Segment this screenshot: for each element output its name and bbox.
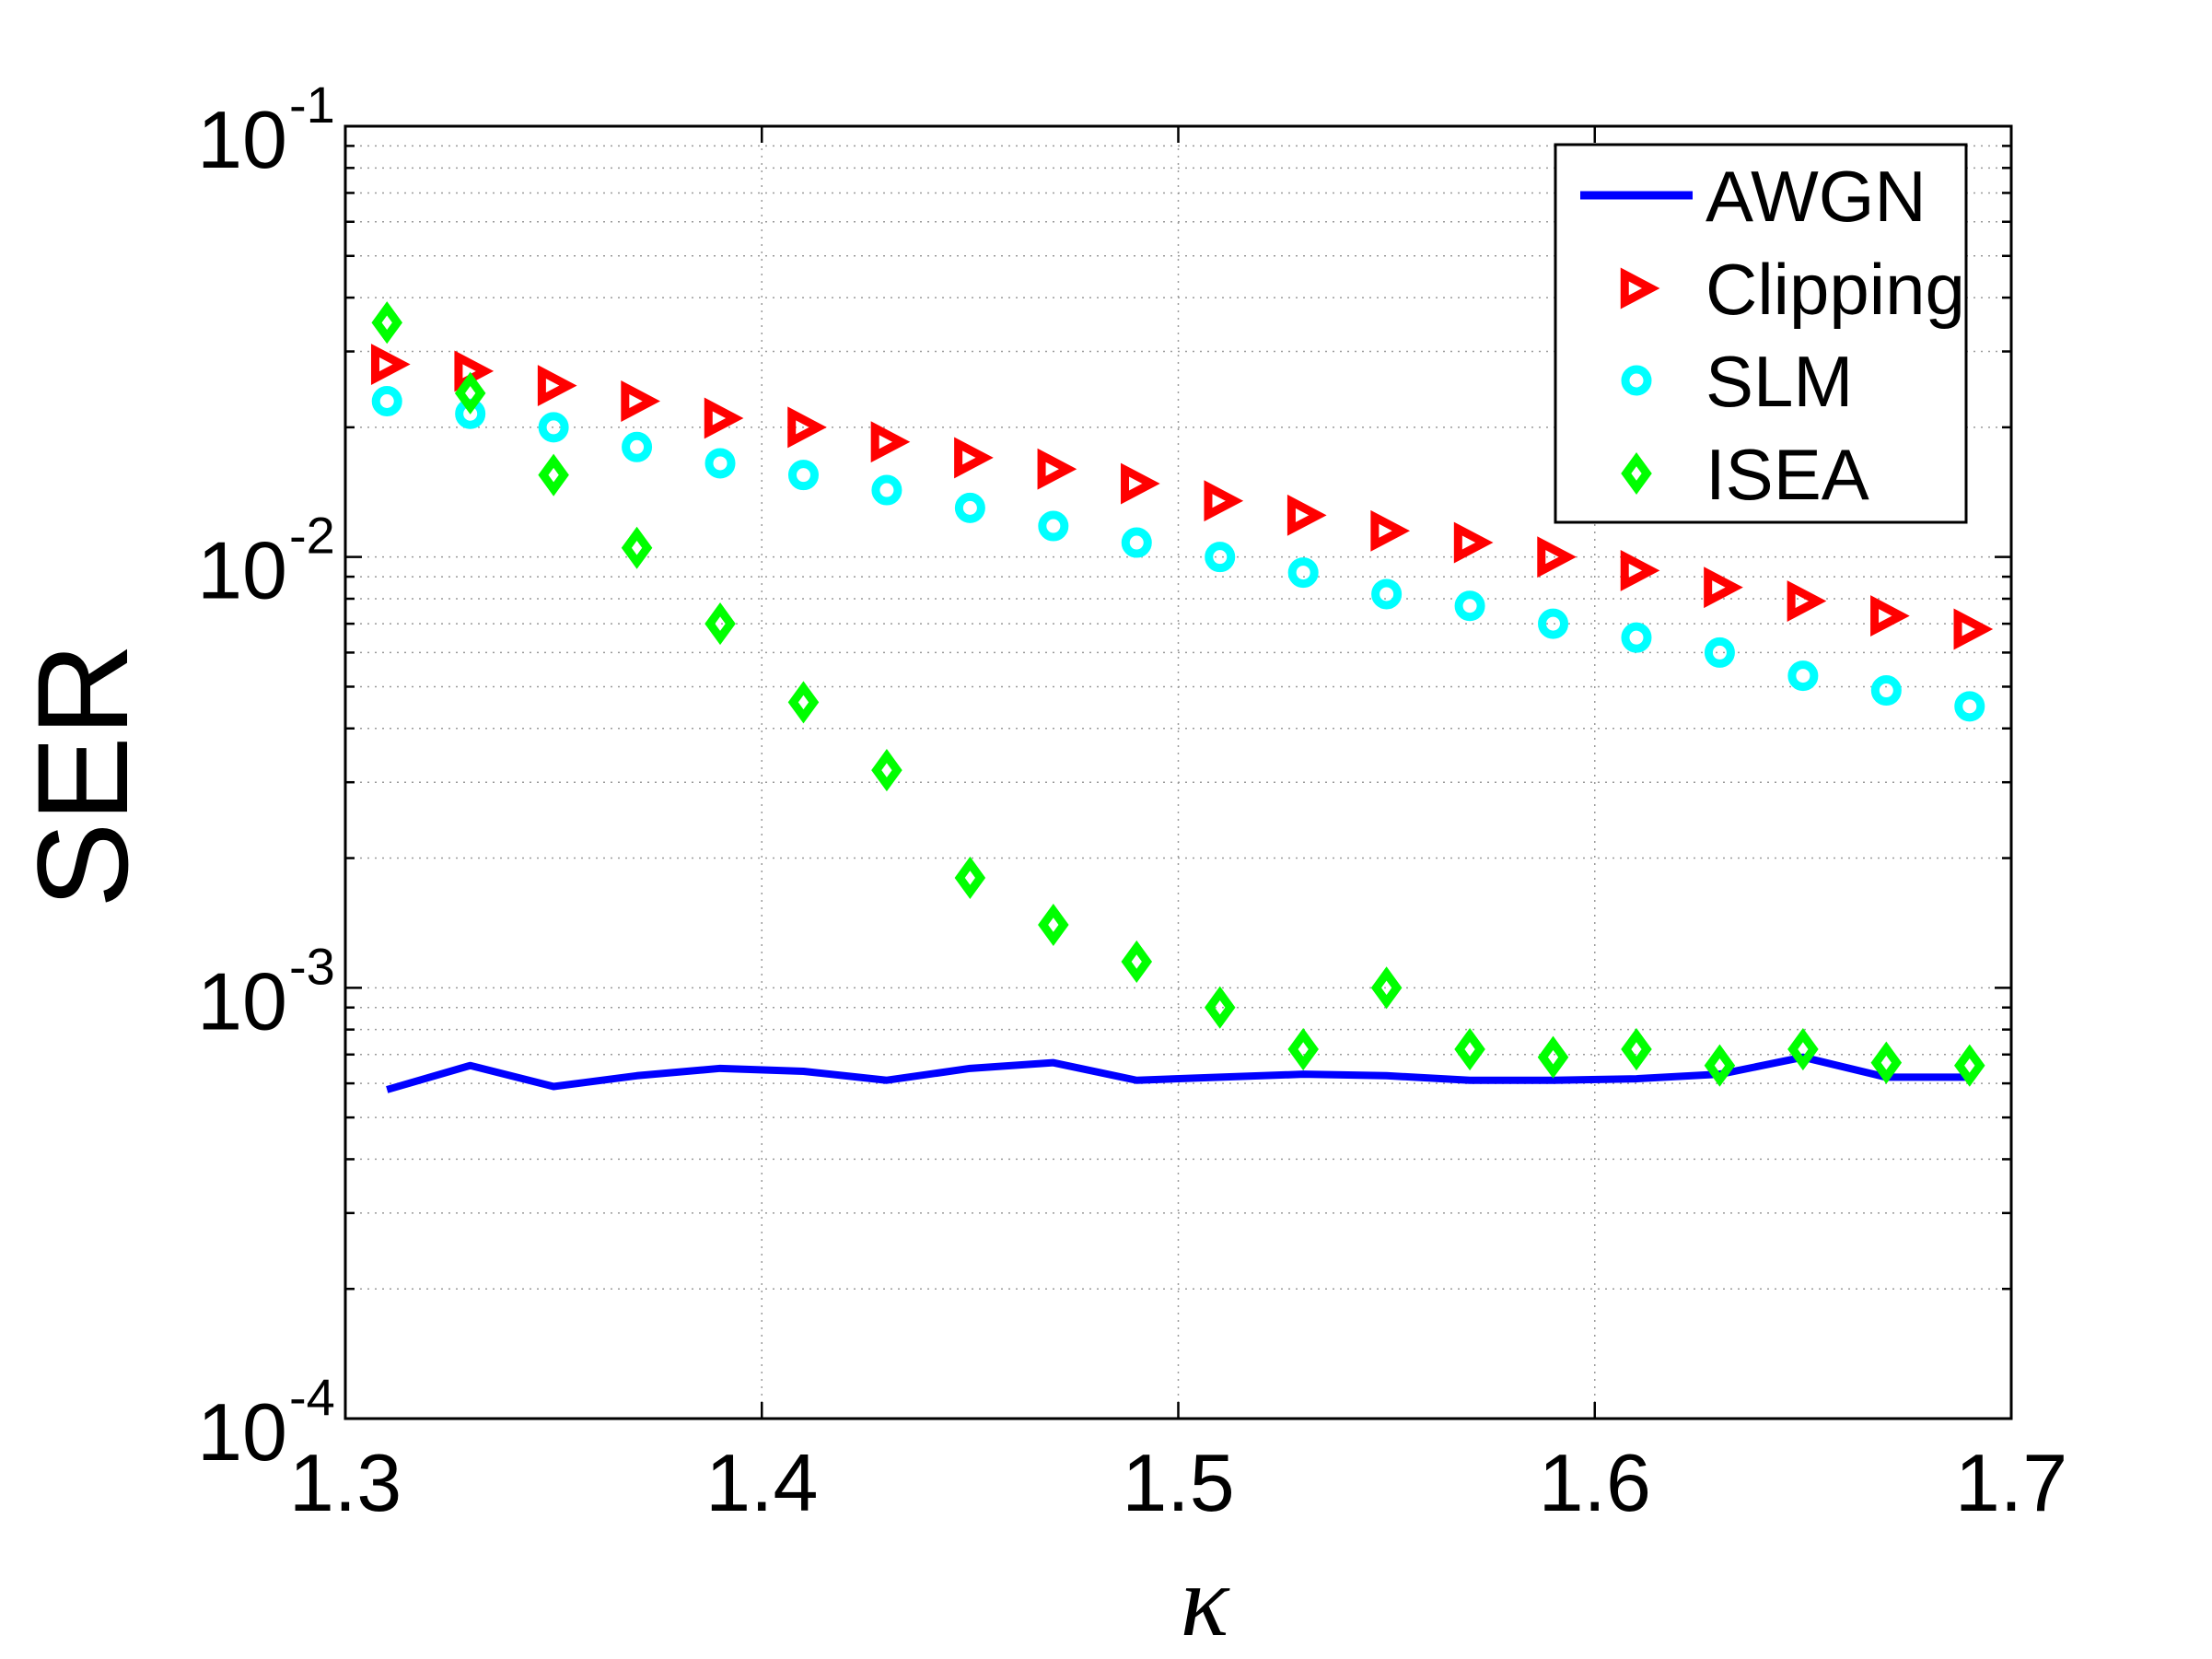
isea-point	[704, 602, 736, 646]
y-tick-base: 10	[197, 955, 287, 1046]
legend-item-clipping: Clipping	[1620, 249, 1965, 330]
slm-point	[1121, 527, 1152, 558]
x-tick-label: 1.4	[705, 1437, 818, 1528]
clipping-point	[787, 406, 827, 449]
isea-point	[538, 453, 569, 497]
clipping-point	[1453, 521, 1494, 564]
clipping-point	[1370, 509, 1411, 552]
y-axis-label: SER	[10, 643, 155, 908]
slm-point	[1870, 675, 1902, 707]
axis-ticks: 1.3 1.4 1.5 1.6 1.710-110-210-310-4	[197, 76, 2067, 1528]
clipping-point	[1620, 549, 1660, 591]
isea-point	[871, 749, 902, 792]
y-tick-label: 10 -1	[197, 76, 335, 185]
series-slm	[371, 385, 1985, 722]
awgn-line	[386, 1053, 1970, 1093]
legend: AWGN Clipping SLM ISEA	[1554, 143, 1968, 524]
legend-label-slm: SLM	[1706, 341, 1853, 422]
isea-point	[1537, 1035, 1569, 1079]
clipping-point	[1537, 536, 1577, 578]
y-tick-label: 10 -3	[197, 937, 335, 1046]
x-axis-label: κ	[1181, 1545, 1230, 1657]
legend-label-awgn: AWGN	[1706, 156, 1927, 237]
isea-point	[1870, 1041, 1903, 1084]
legend-label-isea: ISEA	[1706, 434, 1869, 515]
series-isea	[371, 301, 1985, 1087]
slm-point	[1621, 622, 1652, 653]
isea-point	[1287, 1028, 1319, 1071]
isea-point	[1787, 1028, 1819, 1071]
clipping-point	[1953, 608, 1994, 650]
isea-point	[1370, 966, 1403, 1010]
slm-point	[1704, 637, 1735, 668]
clipping-point	[954, 437, 994, 479]
y-tick-base: 10	[197, 525, 287, 616]
series-awgn	[386, 1053, 1970, 1093]
slm-point	[1038, 510, 1069, 542]
legend-item-isea: ISEA	[1621, 434, 1869, 515]
y-tick-exponent: -3	[289, 937, 335, 995]
clipping-point	[1121, 462, 1160, 505]
series-layer	[370, 301, 1994, 1093]
clipping-point	[1870, 595, 1910, 637]
slm-point	[1954, 691, 1985, 722]
y-tick-exponent: -2	[289, 507, 335, 565]
clipping-point	[1286, 494, 1327, 536]
y-tick-label: 10 -4	[197, 1368, 335, 1478]
slm-point	[1205, 542, 1236, 573]
series-clipping	[370, 344, 1994, 650]
y-tick-base: 10	[197, 94, 287, 185]
legend-swatch-isea	[1621, 451, 1652, 496]
clipping-point	[870, 421, 911, 463]
isea-point	[1454, 1028, 1485, 1071]
isea-point	[1121, 940, 1153, 983]
clipping-point	[370, 344, 411, 385]
isea-point	[1038, 903, 1069, 947]
slm-point	[538, 412, 569, 443]
isea-point	[787, 681, 820, 724]
legend-label-clipping: Clipping	[1706, 249, 1965, 330]
slm-point	[954, 492, 985, 523]
isea-point	[621, 526, 653, 569]
isea-point	[954, 856, 986, 900]
x-tick-label: 1.5	[1122, 1437, 1234, 1528]
x-tick-label: 1.7	[1955, 1437, 2067, 1528]
slm-point	[1538, 608, 1569, 639]
slm-point	[787, 460, 819, 491]
y-tick-exponent: -1	[289, 76, 335, 134]
y-tick-label: 10 -2	[197, 507, 335, 616]
slm-point	[1287, 557, 1319, 589]
clipping-point	[1204, 480, 1244, 522]
grid	[345, 126, 2011, 1419]
slm-point	[871, 474, 902, 506]
legend-swatch-clipping	[1620, 267, 1660, 310]
clipping-point	[621, 380, 660, 422]
slm-point	[622, 431, 653, 462]
legend-item-slm: SLM	[1621, 341, 1853, 422]
clipping-point	[1704, 567, 1743, 609]
isea-point	[454, 371, 486, 415]
y-tick-exponent: -4	[289, 1368, 335, 1426]
slm-point	[1371, 578, 1403, 610]
legend-item-awgn: AWGN	[1580, 156, 1927, 237]
isea-point	[1204, 986, 1236, 1029]
slm-point	[1454, 590, 1485, 622]
slm-point	[704, 448, 736, 479]
slm-point	[371, 385, 402, 416]
clipping-point	[1787, 580, 1827, 622]
slm-point	[1787, 660, 1819, 692]
legend-swatch-slm	[1621, 365, 1652, 396]
y-tick-base: 10	[197, 1386, 287, 1478]
isea-point	[1621, 1028, 1652, 1071]
isea-point	[371, 301, 402, 345]
clipping-point	[537, 365, 577, 407]
clipping-point	[1037, 448, 1077, 490]
isea-point	[1704, 1044, 1736, 1087]
isea-point	[1954, 1044, 1985, 1087]
legend-box	[1554, 143, 1968, 524]
x-tick-label: 1.3	[289, 1437, 402, 1528]
x-tick-label: 1.6	[1539, 1437, 1651, 1528]
clipping-point	[704, 397, 744, 439]
